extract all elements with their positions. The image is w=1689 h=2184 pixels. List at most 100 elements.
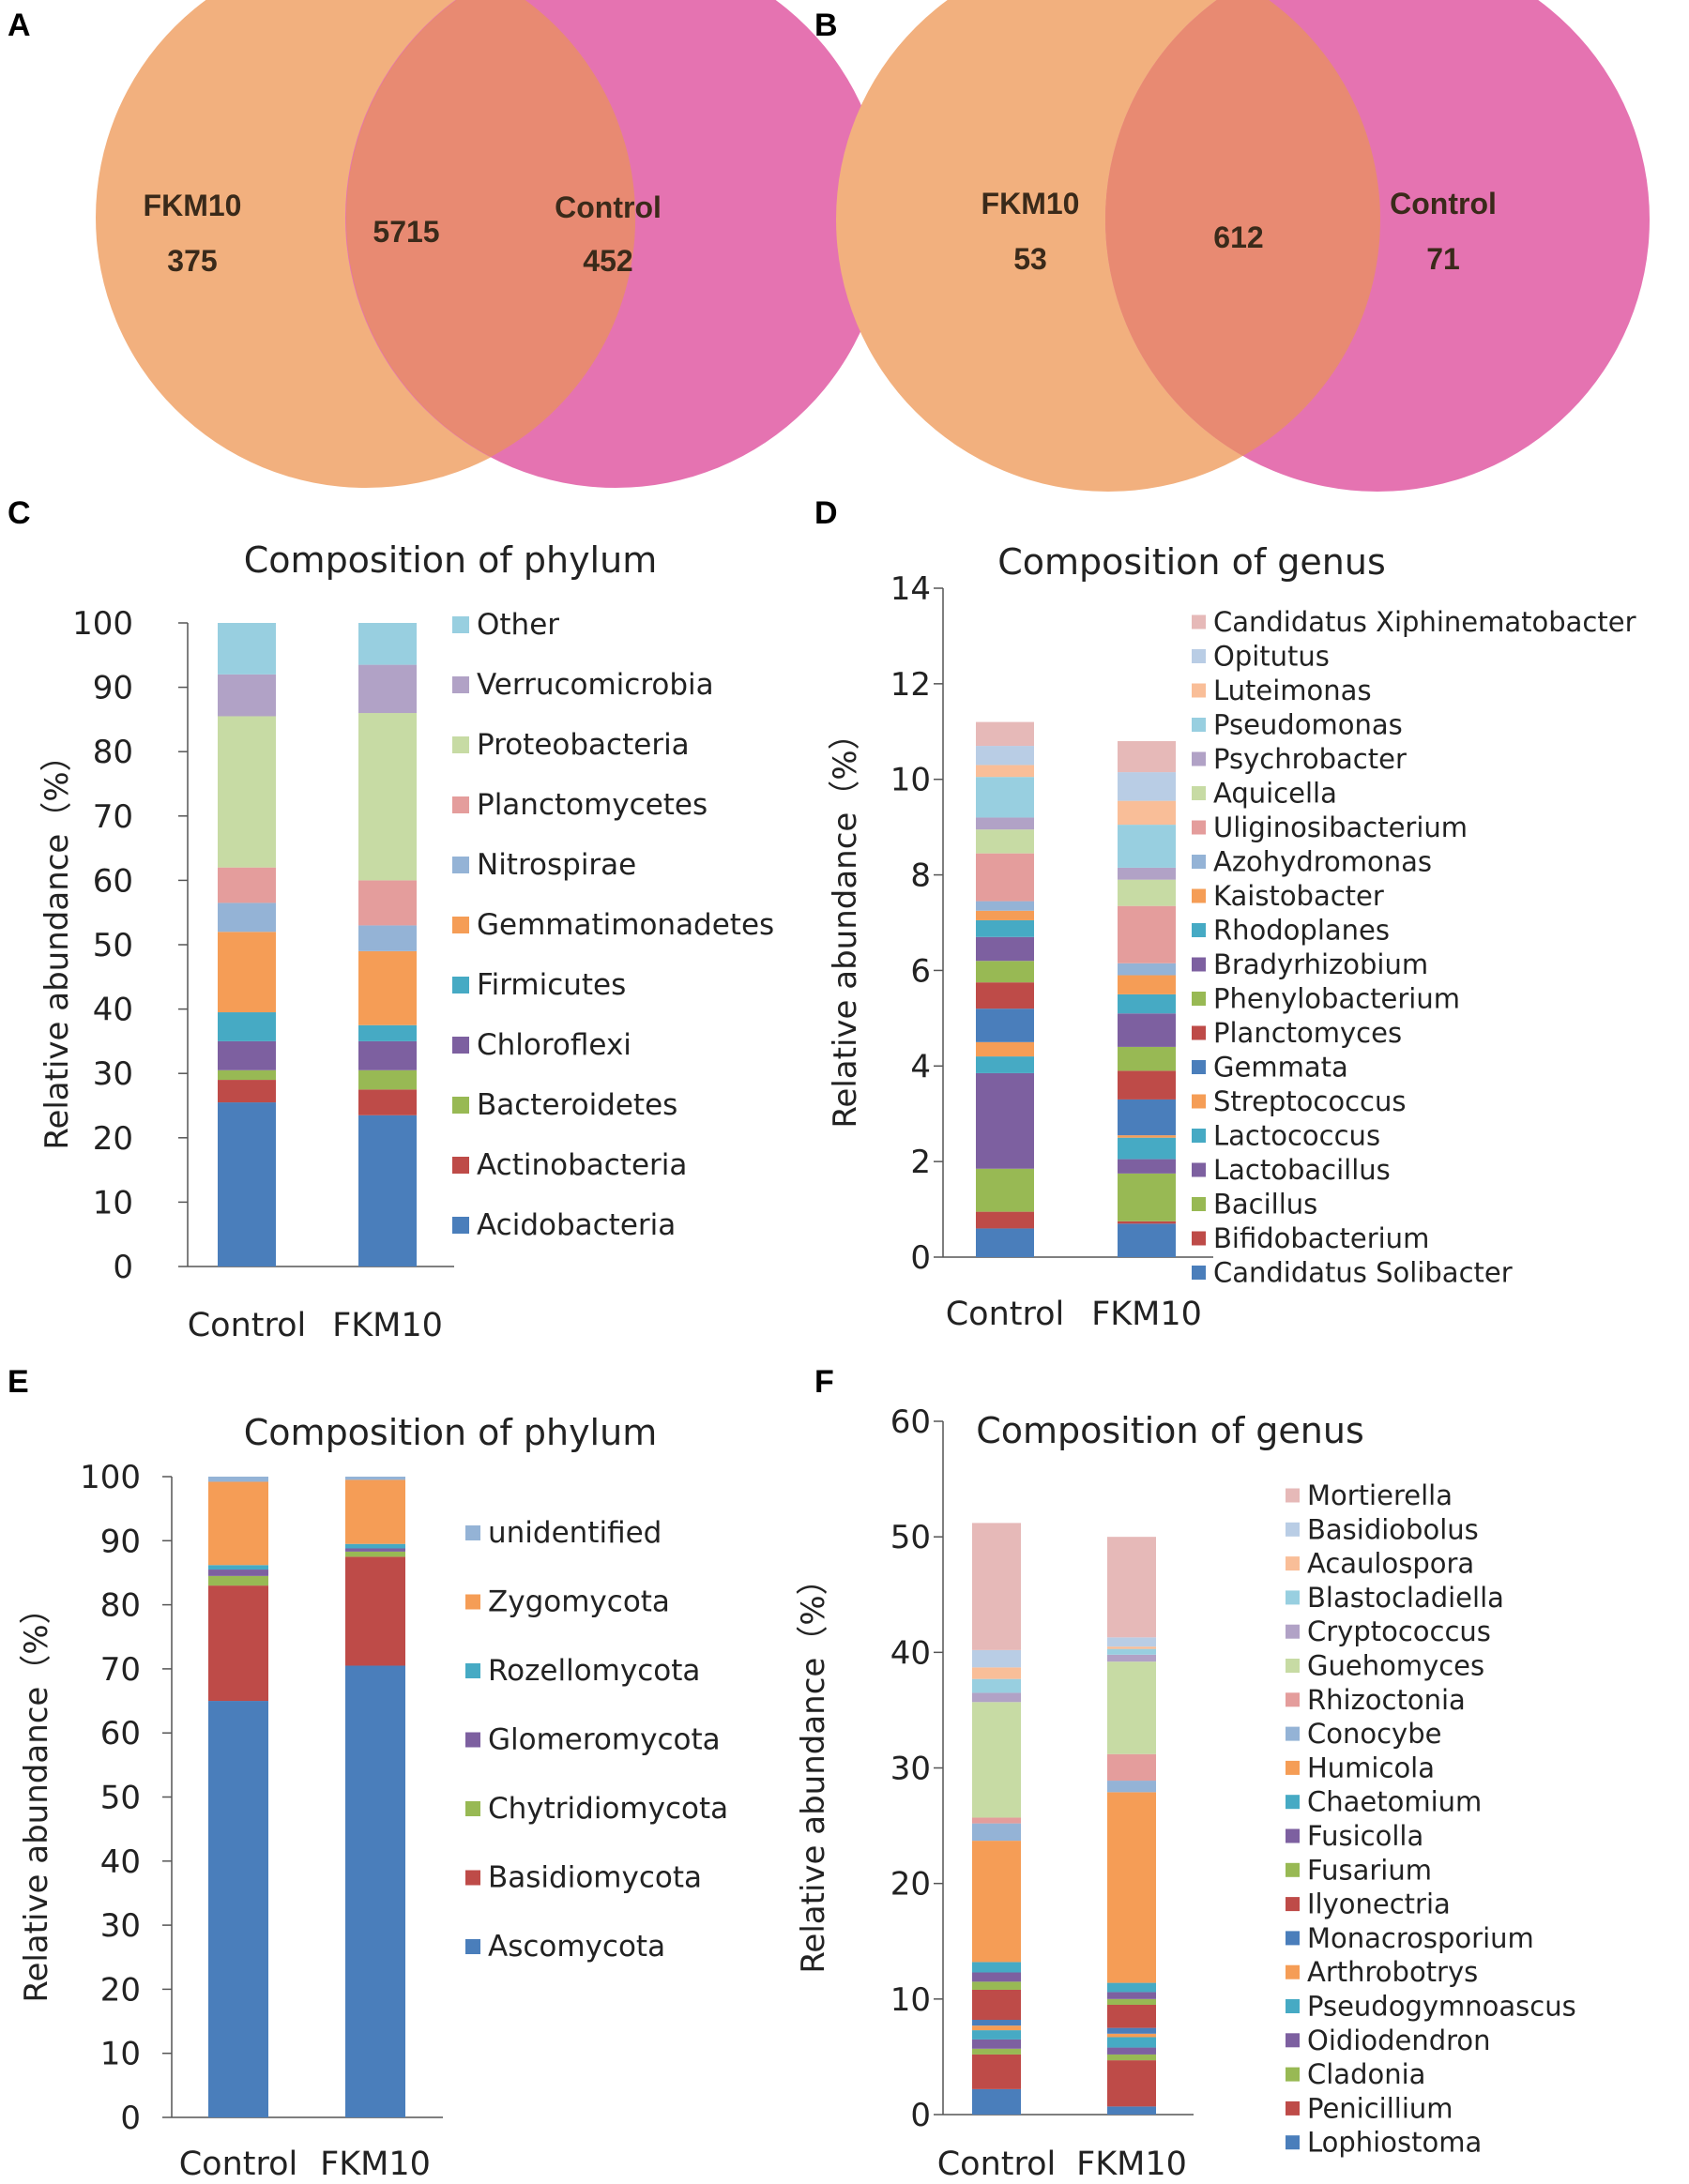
y-tick-label-d: 4 bbox=[910, 1048, 931, 1085]
legend-label-f-rhizoctonia: Rhizoctonia bbox=[1307, 1684, 1466, 1716]
bar-segment-d-fkm10-rhodoplanes bbox=[1118, 993, 1176, 1014]
legend-label-c-chloroflexi: Chloroflexi bbox=[477, 1028, 631, 1062]
panel-label-e: E bbox=[8, 1364, 29, 1400]
legend-label-f-blastocladiella: Blastocladiella bbox=[1307, 1582, 1504, 1614]
bar-segment-e-fkm10-basidiomycota bbox=[345, 1556, 405, 1666]
legend-swatch-d-pseudomonas bbox=[1192, 718, 1206, 732]
legend-label-d-lactococcus: Lactococcus bbox=[1213, 1120, 1380, 1152]
legend-swatch-c-firmicutes bbox=[452, 977, 469, 993]
y-tick-label-c: 30 bbox=[93, 1055, 133, 1093]
bar-segment-f-control-oidiodendron bbox=[972, 2039, 1021, 2049]
bar-segment-e-fkm10-glomeromycota bbox=[345, 1548, 405, 1552]
legend-swatch-f-acaulospora bbox=[1286, 1556, 1300, 1571]
legend-swatch-c-chloroflexi bbox=[452, 1037, 469, 1054]
legend-label-d-planctomyces: Planctomyces bbox=[1213, 1017, 1402, 1049]
legend-swatch-f-humicola bbox=[1286, 1760, 1300, 1775]
y-tick-label-e: 50 bbox=[100, 1780, 141, 1817]
bar-segment-f-control-ilyonectria bbox=[972, 1989, 1021, 2021]
bar-segment-d-control-pseudomonas bbox=[976, 777, 1034, 818]
legend-swatch-d-azohydromonas bbox=[1192, 855, 1206, 869]
legend-label-e-glomeromycota: Glomeromycota bbox=[488, 1723, 721, 1757]
bar-segment-f-control-fusarium bbox=[972, 1981, 1021, 1990]
bar-segment-d-fkm10-planctomyces bbox=[1118, 1070, 1176, 1100]
y-tick-label-d: 6 bbox=[910, 952, 931, 990]
bar-segment-d-control-opitutus bbox=[976, 746, 1034, 766]
venn-b-overlap-count: 612 bbox=[1213, 220, 1263, 254]
panel-b: B FKM10 53 612 Control 71 bbox=[814, 0, 1650, 492]
y-tick-label-c: 0 bbox=[113, 1249, 133, 1286]
bar-segment-d-control-rhodoplanes bbox=[976, 919, 1034, 937]
panel-a: A FKM10 375 5715 Control 452 bbox=[8, 0, 886, 488]
bar-segment-d-control-lactobacillus bbox=[976, 1072, 1034, 1169]
y-tick-label-f: 50 bbox=[890, 1519, 931, 1556]
bar-segment-f-control-arthrobotrys bbox=[972, 2025, 1021, 2031]
legend-swatch-d-rhodoplanes bbox=[1192, 923, 1206, 937]
bar-segment-d-fkm10-lactobacillus bbox=[1118, 1159, 1176, 1174]
bar-segment-f-control-pseudogymnoascus bbox=[972, 2030, 1021, 2040]
bar-segment-f-fkm10-mortierella bbox=[1107, 1537, 1156, 1638]
legend-label-f-monacrosporium: Monacrosporium bbox=[1307, 1922, 1534, 1954]
legend-swatch-d-lactococcus bbox=[1192, 1129, 1206, 1143]
chart-title-d: Composition of genus bbox=[997, 541, 1386, 583]
legend-swatch-d-bradyrhizobium bbox=[1192, 957, 1206, 972]
y-tick-label-e: 60 bbox=[100, 1715, 141, 1752]
legend-label-e-zygomycota: Zygomycota bbox=[488, 1585, 670, 1619]
bar-segment-f-fkm10-rhizoctonia bbox=[1107, 1753, 1156, 1782]
legend-swatch-f-conocybe bbox=[1286, 1726, 1300, 1741]
bar-segment-c-control-bacteroidetes bbox=[218, 1069, 276, 1081]
bar-segment-d-control-gemmata bbox=[976, 1009, 1034, 1042]
legend-label-f-cryptococcus: Cryptococcus bbox=[1307, 1615, 1491, 1647]
bar-segment-d-control-luteimonas bbox=[976, 765, 1034, 778]
y-tick-label-e: 40 bbox=[100, 1843, 141, 1881]
legend-label-f-pseudogymnoascus: Pseudogymnoascus bbox=[1307, 1991, 1576, 2023]
legend-label-f-penicillium: Penicillium bbox=[1307, 2092, 1453, 2124]
category-label-d-control: Control bbox=[946, 1296, 1065, 1333]
panel-label-b: B bbox=[814, 8, 838, 43]
legend-swatch-c-proteobacteria bbox=[452, 736, 469, 753]
y-tick-label-f: 30 bbox=[890, 1751, 931, 1788]
bar-segment-c-control-acidobacteria bbox=[218, 1102, 276, 1266]
bar-segment-f-fkm10-arthrobotrys bbox=[1107, 2033, 1156, 2038]
venn-b-left-count: 53 bbox=[1013, 242, 1047, 276]
bar-segment-c-fkm10-nitrospirae bbox=[358, 925, 417, 951]
panel-d: D Composition of genus 0 2 4 6 8 10 12 14 Relativ… bbox=[814, 495, 1636, 1333]
legend-label-d-uliginosibacterium: Uliginosibacterium bbox=[1213, 811, 1468, 843]
y-axis-label-e: Relative abundance（%） bbox=[18, 1592, 55, 2002]
legend-label-d-phenylobacterium: Phenylobacterium bbox=[1213, 983, 1460, 1015]
legend-label-f-acaulospora: Acaulospora bbox=[1307, 1548, 1474, 1580]
legend-swatch-c-verrucomicrobia bbox=[452, 676, 469, 693]
legend-swatch-f-monacrosporium bbox=[1286, 1931, 1300, 1946]
bar-segment-f-fkm10-monacrosporium bbox=[1107, 2027, 1156, 2034]
bar-segment-d-control-candidatus-solibacter bbox=[976, 1228, 1034, 1257]
bar-segment-c-control-chloroflexi bbox=[218, 1040, 276, 1070]
bar-segment-f-fkm10-penicillium bbox=[1107, 2060, 1156, 2107]
legend-swatch-f-basidiobolus bbox=[1286, 1522, 1300, 1537]
bar-segment-d-control-candidatus-xiphinematobacter bbox=[976, 721, 1034, 747]
legend-label-d-psychrobacter: Psychrobacter bbox=[1213, 743, 1407, 775]
bar-segment-f-control-chaetomium bbox=[972, 1962, 1021, 1973]
legend-swatch-d-streptococcus bbox=[1192, 1094, 1206, 1109]
bar-segment-f-control-blastocladiella bbox=[972, 1678, 1021, 1693]
bar-segment-c-fkm10-bacteroidetes bbox=[358, 1069, 417, 1090]
legend-swatch-f-penicillium bbox=[1286, 2101, 1300, 2116]
bar-segment-e-control-zygomycota bbox=[208, 1481, 268, 1566]
y-axis-label-d: Relative abundance（%） bbox=[827, 718, 864, 1128]
legend-label-f-lophiostoma: Lophiostoma bbox=[1307, 2127, 1482, 2159]
legend-label-f-humicola: Humicola bbox=[1307, 1752, 1435, 1783]
venn-a-left-name: FKM10 bbox=[144, 189, 242, 222]
bar-segment-e-control-rozellomycota bbox=[208, 1565, 268, 1570]
legend-label-d-candidatus-solibacter: Candidatus Solibacter bbox=[1213, 1257, 1513, 1289]
legend-label-d-bradyrhizobium: Bradyrhizobium bbox=[1213, 948, 1428, 980]
legend-swatch-f-arthrobotrys bbox=[1286, 1964, 1300, 1979]
venn-b-overlap bbox=[1105, 0, 1380, 456]
legend-swatch-d-bifidobacterium bbox=[1192, 1231, 1206, 1246]
legend-swatch-f-lophiostoma bbox=[1286, 2135, 1300, 2150]
venn-b-right-count: 71 bbox=[1426, 242, 1460, 276]
bar-segment-e-fkm10-zygomycota bbox=[345, 1479, 405, 1544]
legend-swatch-f-chaetomium bbox=[1286, 1795, 1300, 1810]
legend-label-c-gemmatimonadetes: Gemmatimonadetes bbox=[477, 908, 774, 942]
category-label-e-fkm10: FKM10 bbox=[320, 2146, 431, 2183]
category-label-d-fkm10: FKM10 bbox=[1091, 1296, 1202, 1333]
y-axis-label-f: Relative abundance（%） bbox=[795, 1563, 832, 1973]
y-tick-label-c: 40 bbox=[93, 992, 133, 1029]
